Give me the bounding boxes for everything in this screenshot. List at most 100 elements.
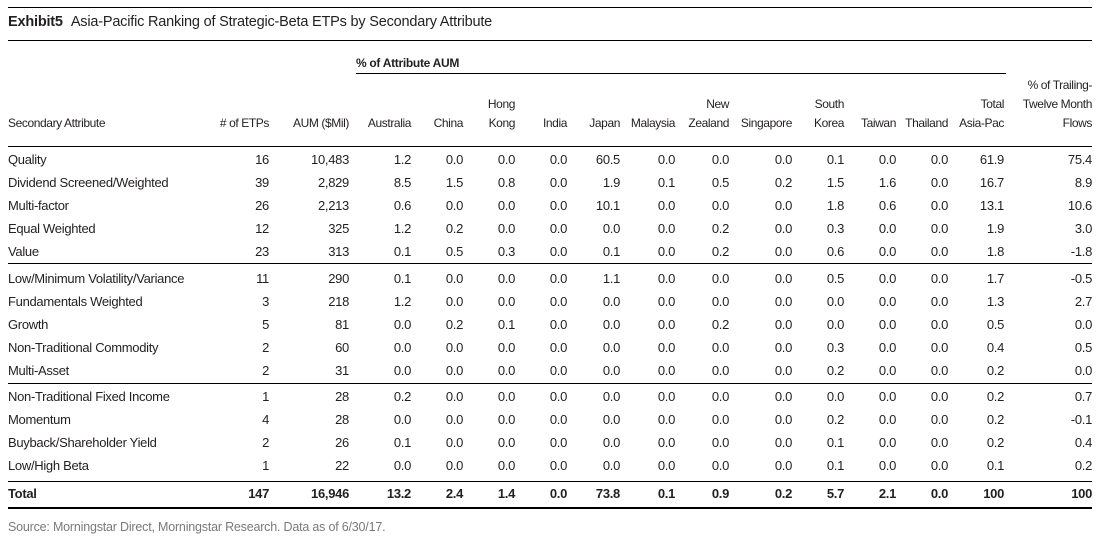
- table-cell: 0.0: [445, 294, 463, 309]
- table-cell: 0.1: [393, 271, 411, 286]
- table-cell: 0.0: [445, 271, 463, 286]
- table-cell: 0.0: [549, 294, 567, 309]
- table-cell: 0.0: [657, 389, 675, 404]
- table-cell: 0.0: [930, 317, 948, 332]
- table-cell: 2,213: [317, 198, 349, 213]
- group-header: % of Attribute AUM: [356, 56, 460, 70]
- table-cell: 10.1: [595, 198, 620, 213]
- col-header-singapore: Singapore: [741, 114, 793, 133]
- table-cell: 0.9: [711, 486, 729, 501]
- table-cell: 0.0: [774, 152, 792, 167]
- table-cell: 0.0: [497, 389, 515, 404]
- row-label: Fundamentals Weighted: [8, 294, 143, 309]
- table-cell: 0.6: [826, 244, 844, 259]
- total-top-rule: [8, 481, 1092, 482]
- table-cell: 5.7: [826, 486, 844, 501]
- table-cell: 0.0: [549, 389, 567, 404]
- table-cell: 0.0: [930, 152, 948, 167]
- table-cell: 0.0: [393, 412, 411, 427]
- table-cell: 0.0: [711, 458, 729, 473]
- table-cell: 0.0: [1074, 363, 1092, 378]
- col-header-line: South: [814, 97, 845, 111]
- table-cell: 0.0: [497, 363, 515, 378]
- table-cell: 0.0: [445, 458, 463, 473]
- total-label: Total: [8, 486, 37, 501]
- table-cell: 0.0: [930, 294, 948, 309]
- table-cell: 0.0: [602, 317, 620, 332]
- col-header-line: Australia: [367, 116, 411, 130]
- table-cell: 0.0: [445, 435, 463, 450]
- row-label: Low/Minimum Volatility/Variance: [8, 271, 185, 286]
- table-cell: 16.7: [979, 175, 1004, 190]
- table-cell: 0.0: [497, 221, 515, 236]
- table-cell: 0.5: [1074, 340, 1092, 355]
- col-header-attr: Secondary Attribute: [8, 114, 106, 133]
- table-cell: 0.0: [549, 244, 567, 259]
- table-cell: 0.0: [711, 363, 729, 378]
- table-cell: 23: [255, 244, 269, 259]
- table-cell: 0.0: [602, 412, 620, 427]
- table-cell: 0.2: [711, 221, 729, 236]
- col-header-southkorea: South Korea: [814, 95, 844, 133]
- row-label: Non-Traditional Commodity: [8, 340, 159, 355]
- table-cell: 0.0: [445, 340, 463, 355]
- table-cell: 0.5: [711, 175, 729, 190]
- col-header-aum: AUM ($Mil): [293, 114, 349, 133]
- table-cell: 0.0: [774, 317, 792, 332]
- table-cell: 73.8: [595, 486, 620, 501]
- table-cell: 0.0: [878, 389, 896, 404]
- col-header-line: % of Trailing-: [1027, 78, 1093, 92]
- table-cell: 0.0: [774, 435, 792, 450]
- table-cell: 0.2: [445, 317, 463, 332]
- table-cell: 0.1: [393, 435, 411, 450]
- table-cell: 26: [255, 198, 269, 213]
- table-cell: 1.5: [445, 175, 463, 190]
- table-cell: 1.5: [826, 175, 844, 190]
- table-cell: 0.1: [826, 458, 844, 473]
- table-cell: 0.4: [986, 340, 1004, 355]
- table-cell: 2.7: [1074, 294, 1092, 309]
- table-cell: 0.0: [774, 363, 792, 378]
- table-cell: 0.0: [711, 412, 729, 427]
- table-cell: 147: [248, 486, 269, 501]
- table-cell: 0.2: [774, 486, 792, 501]
- table-cell: 0.2: [1074, 458, 1092, 473]
- col-header-malaysia: Malaysia: [631, 114, 676, 133]
- table-cell: 2,829: [317, 175, 349, 190]
- table-cell: 1.8: [986, 244, 1004, 259]
- table-cell: 0.2: [445, 221, 463, 236]
- row-label: Momentum: [8, 412, 71, 427]
- table-cell: 0.0: [549, 271, 567, 286]
- table-cell: 0.0: [774, 294, 792, 309]
- table-cell: 0.0: [774, 198, 792, 213]
- table-cell: 0.0: [711, 340, 729, 355]
- table-cell: 0.3: [826, 340, 844, 355]
- table-cell: 0.0: [393, 340, 411, 355]
- table-cell: 0.0: [657, 221, 675, 236]
- table-cell: 0.0: [445, 152, 463, 167]
- table-cell: 81: [335, 317, 349, 332]
- row-label: Dividend Screened/Weighted: [8, 175, 169, 190]
- table-cell: 0.0: [602, 363, 620, 378]
- table-cell: 1.3: [986, 294, 1004, 309]
- table-cell: 0.0: [657, 363, 675, 378]
- table-cell: 0.0: [711, 152, 729, 167]
- table-cell: 0.0: [602, 221, 620, 236]
- table-cell: 0.0: [930, 363, 948, 378]
- col-header-thailand: Thailand: [905, 114, 948, 133]
- col-header-line: China: [433, 116, 464, 130]
- table-cell: 1.8: [826, 198, 844, 213]
- table-cell: 0.0: [549, 435, 567, 450]
- col-header-line: # of ETPs: [219, 116, 269, 130]
- table-cell: 0.0: [602, 389, 620, 404]
- table-cell: 10.6: [1067, 198, 1092, 213]
- col-header-line: Korea: [813, 116, 844, 130]
- table-cell: 0.2: [986, 412, 1004, 427]
- col-header-line: New: [706, 97, 729, 111]
- table-cell: 1: [262, 389, 269, 404]
- col-header-line: Asia-Pac: [959, 116, 1004, 130]
- exhibit-label: Exhibit5: [8, 14, 63, 30]
- table-cell: 0.0: [774, 271, 792, 286]
- table-cell: 0.0: [497, 294, 515, 309]
- table-cell: 0.8: [497, 175, 515, 190]
